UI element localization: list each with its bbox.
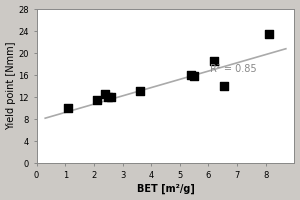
Point — [189, 74, 194, 77]
Point — [66, 107, 70, 110]
Point — [137, 89, 142, 92]
Point — [106, 96, 111, 99]
Point — [103, 93, 108, 96]
Y-axis label: Yield point [Nmm]: Yield point [Nmm] — [6, 42, 16, 130]
Point — [266, 32, 271, 35]
X-axis label: BET [m²/g]: BET [m²/g] — [136, 184, 194, 194]
Point — [222, 85, 227, 88]
Point — [192, 75, 197, 78]
Point — [109, 96, 113, 99]
Point — [94, 98, 99, 102]
Text: R² = 0.85: R² = 0.85 — [210, 64, 256, 74]
Point — [212, 60, 217, 63]
